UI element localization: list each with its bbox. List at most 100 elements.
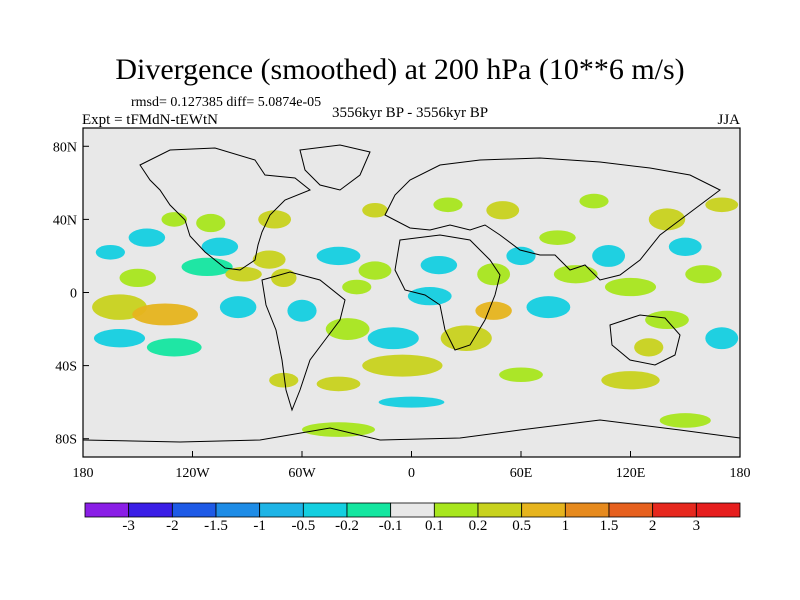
coast-south-america [261,271,346,412]
field-blob [579,193,609,209]
field-blob [287,299,317,322]
lat-tick-label: 40S [55,360,77,375]
field-blob [705,327,739,350]
field-blob [539,230,576,245]
coast-greenland [299,144,371,191]
field-blob [181,257,233,277]
colorbar-label: 0.1 [424,518,444,534]
field-blob [477,263,511,286]
field-blob [270,268,297,288]
field-blob [132,303,198,326]
coast-europe-asia [384,157,721,281]
field-blob [440,325,492,351]
coast-africa [394,234,501,351]
field-blob [219,296,257,319]
field-blob [201,237,239,256]
field-blob [325,318,370,341]
field-blob [506,246,536,266]
colorbar-swatch [128,502,173,518]
colorbar-swatch [477,502,523,518]
field-blob [668,237,702,256]
colorbar-label: 0.5 [512,518,532,534]
divergence-field [92,193,739,437]
field-blob [342,279,372,295]
stats-text: rmsd= 0.127385 diff= 5.0874e-05 [131,95,322,110]
field-blob [648,208,686,231]
field-blob [258,210,292,229]
figure-title: Divergence (smoothed) at 200 hPa (10**6 … [115,53,685,86]
colorbar-swatch [171,502,217,518]
field-blob [225,266,262,282]
field-blob [252,250,286,269]
colorbar [84,502,741,518]
field-blob [146,338,202,357]
lon-tick-label: 60W [288,466,316,481]
lon-tick-label: 180 [730,466,751,481]
colorbar-label: 2 [648,518,657,534]
colorbar-label: 1.5 [599,518,619,534]
field-blob [634,338,664,357]
lat-tick-label: 40N [53,213,77,228]
colorbar-label: -0.5 [291,518,316,534]
field-blob [475,301,512,320]
colorbar-swatch [346,502,392,518]
field-blob [604,277,657,297]
field-blob [358,261,392,280]
field-blob [420,255,458,275]
field-blob [93,329,146,348]
colorbar-swatch [84,502,130,518]
field-blob [659,413,711,428]
colorbar-label: 1 [561,518,570,534]
lon-tick-label: 60E [510,466,533,481]
field-blob [95,244,125,260]
field-blob [601,371,660,390]
colorbar-label: -0.1 [378,518,403,534]
lat-tick-label: 80S [55,433,77,448]
field-blob [486,201,520,220]
colorbar-label: -2 [166,518,179,534]
field-blob [362,202,388,218]
field-blob [128,228,166,247]
field-blob [553,265,598,284]
lon-tick-label: 120E [616,466,646,481]
field-blob [119,268,156,288]
lon-axis: 180 120W 60W 0 60E 120E 180 [73,451,751,481]
field-blob [685,265,722,284]
colorbar-label: -1.5 [204,518,228,534]
field-blob [362,354,443,377]
field-blob [269,372,299,388]
field-blob [196,213,226,233]
lon-tick-label: 180 [73,466,94,481]
colorbar-swatch [564,502,610,518]
lon-tick-label: 0 [408,466,415,481]
field-blob [316,246,361,266]
colorbar-label: 3 [692,518,701,534]
field-blob [367,327,419,350]
field-blob [526,296,571,319]
colorbar-label: 0.2 [468,518,488,534]
field-blob [316,376,361,392]
field-blob [705,197,739,213]
coast-north-america [139,147,311,271]
field-blob [161,212,188,227]
colorbar-swatch [608,502,654,518]
colorbar-swatch [215,502,261,518]
field-blob [433,197,463,213]
colorbar-swatch [390,502,435,518]
experiment-label: Expt = tFMdN-tEWtN [82,112,218,128]
lat-tick-label: 0 [70,287,77,302]
period-label: 3556kyr BP - 3556kyr BP [331,105,489,121]
coast-australia [609,314,681,366]
coastlines [83,144,740,443]
coast-antarctica [83,419,740,443]
colorbar-swatch [695,502,741,518]
field-blob [592,244,626,267]
lon-tick-label: 120W [175,466,210,481]
field-blob [378,396,445,408]
colorbar-label: -1 [253,518,266,534]
colorbar-label: -0.2 [335,518,359,534]
colorbar-swatch [259,502,304,518]
lat-tick-label: 80N [53,140,77,155]
